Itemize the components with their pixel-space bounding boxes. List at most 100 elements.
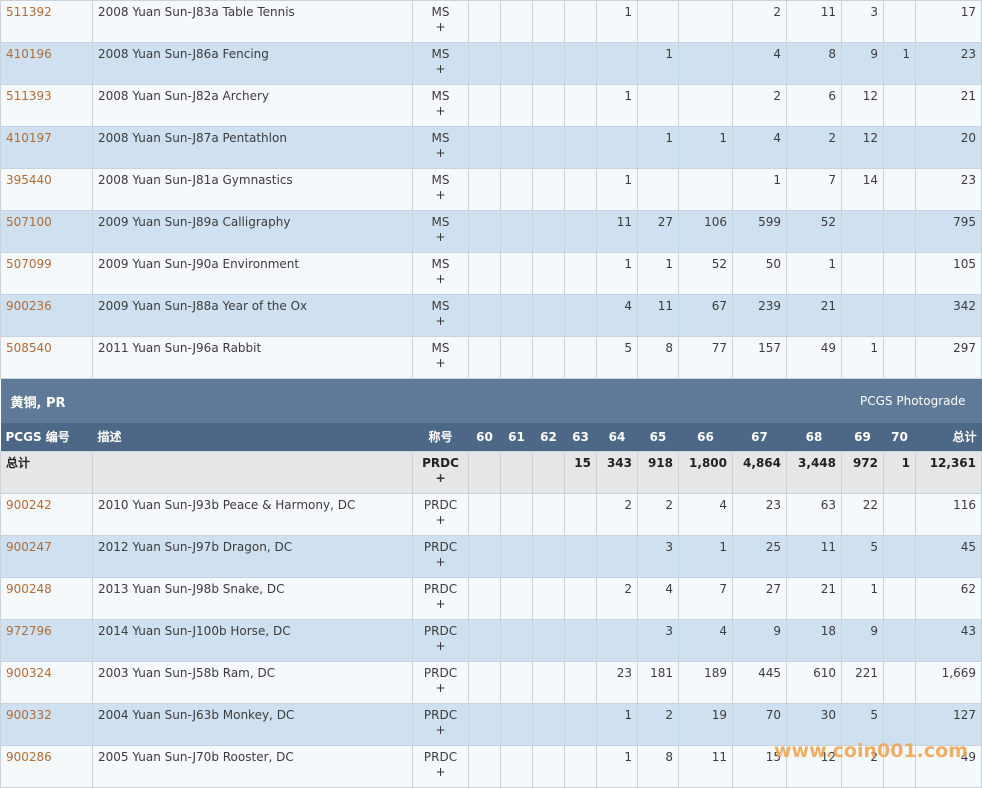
- pcgs-number-link[interactable]: 900286: [6, 749, 52, 764]
- pcgs-number-link[interactable]: 410197: [6, 131, 52, 145]
- grade-count-cell: [883, 126, 916, 169]
- grade-count-cell: [500, 0, 533, 43]
- grade-count-cell: 972: [841, 450, 884, 494]
- pcgs-number-link[interactable]: 900332: [6, 707, 52, 722]
- table-row: 900332 2004 Yuan Sun-J63b Monkey, DC PRDC +…: [0, 702, 982, 746]
- pcgs-number-link[interactable]: 900324: [6, 665, 52, 680]
- coin-code-cell: 410197: [0, 126, 93, 169]
- coin-description: 2013 Yuan Sun-J98b Snake, DC: [92, 576, 413, 620]
- grade-count-cell: 11: [637, 294, 679, 337]
- plus-grade-link[interactable]: +: [435, 146, 446, 160]
- grade-count-cell: 14: [841, 168, 884, 211]
- watermark: www.coin001.com: [773, 740, 968, 762]
- grade-count-cell: 3: [841, 0, 884, 43]
- pcgs-number-link[interactable]: 900247: [6, 539, 52, 554]
- grade-count-cell: [883, 618, 916, 662]
- designation-cell: MS +: [412, 42, 469, 85]
- grade-count-cell: [883, 210, 916, 253]
- pcgs-number-link[interactable]: 972796: [6, 623, 52, 638]
- designation-cell: PRDC +: [412, 618, 469, 662]
- designation-label: MS: [431, 341, 450, 355]
- grade-count-cell: [500, 210, 533, 253]
- grade-count-cell: [596, 618, 638, 662]
- plus-grade-link[interactable]: +: [435, 512, 446, 527]
- pcgs-number-link[interactable]: 900236: [6, 299, 52, 313]
- plus-grade-link[interactable]: +: [435, 104, 446, 118]
- pcgs-number-link[interactable]: 900248: [6, 581, 52, 596]
- plus-grade-link[interactable]: +: [435, 188, 446, 202]
- table-row: 410196 2008 Yuan Sun-J86a Fencing MS +1 4 8 9 1…: [0, 42, 982, 85]
- grade-count-cell: 4: [637, 576, 679, 620]
- plus-grade-link[interactable]: +: [435, 272, 446, 286]
- grade-count-cell: 181: [637, 660, 679, 704]
- plus-grade-link[interactable]: +: [435, 554, 446, 569]
- grade-count-cell: [564, 660, 597, 704]
- grade-count-cell: 1: [637, 42, 679, 85]
- grade-count-cell: [500, 576, 533, 620]
- plus-grade-link[interactable]: +: [435, 20, 446, 34]
- pcgs-number-link[interactable]: 410196: [6, 47, 52, 61]
- row-total-cell: 116: [915, 492, 982, 536]
- grade-count-cell: [500, 534, 533, 578]
- plus-grade-link[interactable]: +: [435, 764, 446, 779]
- column-header: 62: [532, 423, 565, 451]
- grade-count-cell: [532, 450, 565, 494]
- grade-count-cell: [500, 660, 533, 704]
- plus-grade-link[interactable]: +: [435, 356, 446, 370]
- grade-count-cell: 1: [596, 702, 638, 746]
- grade-count-cell: [564, 210, 597, 253]
- table-row: 900242 2010 Yuan Sun-J93b Peace & Harmony…: [0, 492, 982, 536]
- grade-count-cell: 23: [596, 660, 638, 704]
- table-row: 900247 2012 Yuan Sun-J97b Dragon, DC PRDC +…: [0, 534, 982, 578]
- grade-count-cell: [596, 42, 638, 85]
- grade-count-cell: 3: [637, 534, 679, 578]
- photograde-link[interactable]: PCGS Photograde: [468, 378, 982, 423]
- coin-description: 2009 Yuan Sun-J90a Environment: [92, 252, 413, 295]
- grade-count-cell: [596, 534, 638, 578]
- grade-count-cell: [468, 702, 501, 746]
- plus-grade-link[interactable]: +: [435, 62, 446, 76]
- plus-grade-link[interactable]: +: [435, 314, 446, 328]
- pcgs-number-link[interactable]: 508540: [6, 341, 52, 355]
- row-total-cell: 297: [915, 336, 982, 379]
- row-total-cell: 105: [915, 252, 982, 295]
- grade-count-cell: [532, 702, 565, 746]
- coin-code-cell: 900247: [0, 534, 93, 578]
- plus-grade-link[interactable]: +: [435, 596, 446, 611]
- pcgs-number-link[interactable]: 900242: [6, 497, 52, 512]
- plus-grade-link[interactable]: +: [435, 638, 446, 653]
- pcgs-number-link[interactable]: 511392: [6, 5, 52, 19]
- coin-code-cell: 511392: [0, 0, 93, 43]
- coin-description: 2008 Yuan Sun-J86a Fencing: [92, 42, 413, 85]
- coin-code-cell: 900242: [0, 492, 93, 536]
- grade-count-cell: 11: [786, 534, 842, 578]
- pcgs-number-link[interactable]: 507100: [6, 215, 52, 229]
- coin-description: 2008 Yuan Sun-J87a Pentathlon: [92, 126, 413, 169]
- grade-count-cell: 1: [678, 126, 733, 169]
- plus-grade-link[interactable]: +: [435, 470, 446, 485]
- table-row: 900236 2009 Yuan Sun-J88a Year of the Ox M…: [0, 294, 982, 337]
- plus-grade-link[interactable]: +: [435, 680, 446, 695]
- pcgs-number-link[interactable]: 395440: [6, 173, 52, 187]
- grade-count-cell: 1: [883, 450, 916, 494]
- pcgs-number-link[interactable]: 511393: [6, 89, 52, 103]
- grade-count-cell: 11: [678, 744, 733, 788]
- designation-label: PRDC: [423, 623, 458, 638]
- grade-count-cell: 6: [786, 84, 842, 127]
- grade-count-cell: 1: [841, 336, 884, 379]
- designation-cell: PRDC +: [412, 534, 469, 578]
- coin-description: 2008 Yuan Sun-J82a Archery: [92, 84, 413, 127]
- grade-count-cell: 221: [841, 660, 884, 704]
- row-total-cell: 21: [915, 84, 982, 127]
- designation-label: PRDC: [422, 455, 459, 470]
- pcgs-number-link[interactable]: 507099: [6, 257, 52, 271]
- row-total-cell: 127: [915, 702, 982, 746]
- plus-grade-link[interactable]: +: [435, 230, 446, 244]
- designation-label: MS: [431, 299, 450, 313]
- plus-grade-link[interactable]: +: [435, 722, 446, 737]
- designation-cell: PRDC +: [412, 450, 469, 494]
- column-header: 70: [883, 423, 916, 451]
- grade-count-cell: [532, 534, 565, 578]
- grade-count-cell: 4: [596, 294, 638, 337]
- column-header: 总计: [915, 423, 982, 451]
